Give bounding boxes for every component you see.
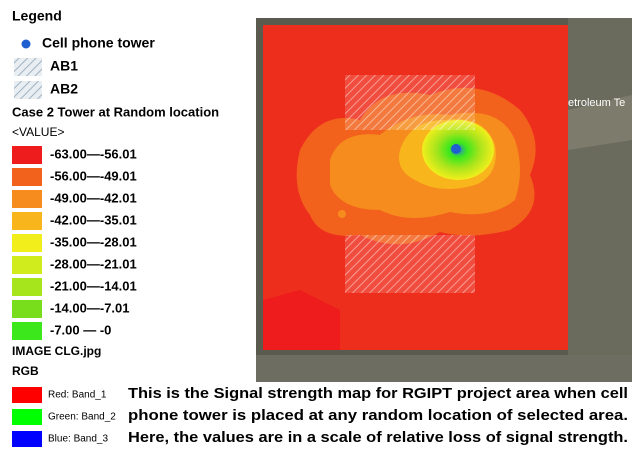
legend: Legend Case 2 Tower at Random location <… (12, 8, 219, 447)
class-label: -63.00—-56.01 (50, 146, 137, 161)
caption-line: Here, the values are in a scale of relat… (128, 429, 628, 446)
signal-raster (338, 210, 346, 218)
cell-tower (451, 144, 461, 154)
caption-line: This is the Signal strength map for RGIP… (128, 385, 628, 402)
satellite-image (568, 18, 632, 382)
band-label: Green: Band_2 (48, 412, 116, 423)
layer-title: Case 2 Tower at Random location (12, 104, 219, 119)
class-swatch (12, 322, 42, 340)
legend-symbol (14, 58, 42, 76)
class-label: -56.00—-49.01 (50, 168, 137, 183)
class-label: -14.00—-7.01 (50, 300, 130, 315)
band-swatch (12, 431, 42, 447)
class-swatch (12, 190, 42, 208)
class-label: -49.00—-42.01 (50, 190, 137, 205)
legend-label: AB1 (50, 58, 78, 74)
legend-title: Legend (12, 8, 62, 24)
class-swatch (12, 300, 42, 318)
place-label: etroleum Te (568, 97, 625, 109)
satellite-image (256, 355, 632, 382)
class-label: -7.00 — -0 (50, 322, 111, 337)
page: etroleum Te Legend Case 2 Tower at Rando… (0, 0, 632, 449)
map: etroleum Te (256, 18, 632, 382)
class-swatch (12, 234, 42, 252)
class-swatch (12, 168, 42, 186)
ab1-area (345, 75, 475, 130)
image-mode: RGB (12, 364, 39, 378)
class-label: -21.00—-14.01 (50, 278, 137, 293)
class-swatch (12, 278, 42, 296)
band-label: Blue: Band_3 (48, 434, 108, 445)
legend-label: Cell phone tower (42, 35, 155, 51)
caption: This is the Signal strength map for RGIP… (128, 385, 628, 446)
band-swatch (12, 409, 42, 425)
class-swatch (12, 146, 42, 164)
legend-label: AB2 (50, 81, 78, 97)
class-swatch (12, 212, 42, 230)
band-swatch (12, 387, 42, 403)
legend-symbol (14, 81, 42, 99)
band-label: Red: Band_1 (48, 390, 107, 401)
class-label: -28.00—-21.01 (50, 256, 137, 271)
ab2-area (345, 235, 475, 293)
caption-line: phone tower is placed at any random loca… (128, 407, 628, 424)
class-label: -35.00—-28.01 (50, 234, 137, 249)
image-title: IMAGE CLG.jpg (12, 344, 101, 358)
class-label: -42.00—-35.01 (50, 212, 137, 227)
field-name: <VALUE> (12, 125, 64, 139)
class-swatch (12, 256, 42, 274)
legend-symbol (22, 40, 31, 49)
